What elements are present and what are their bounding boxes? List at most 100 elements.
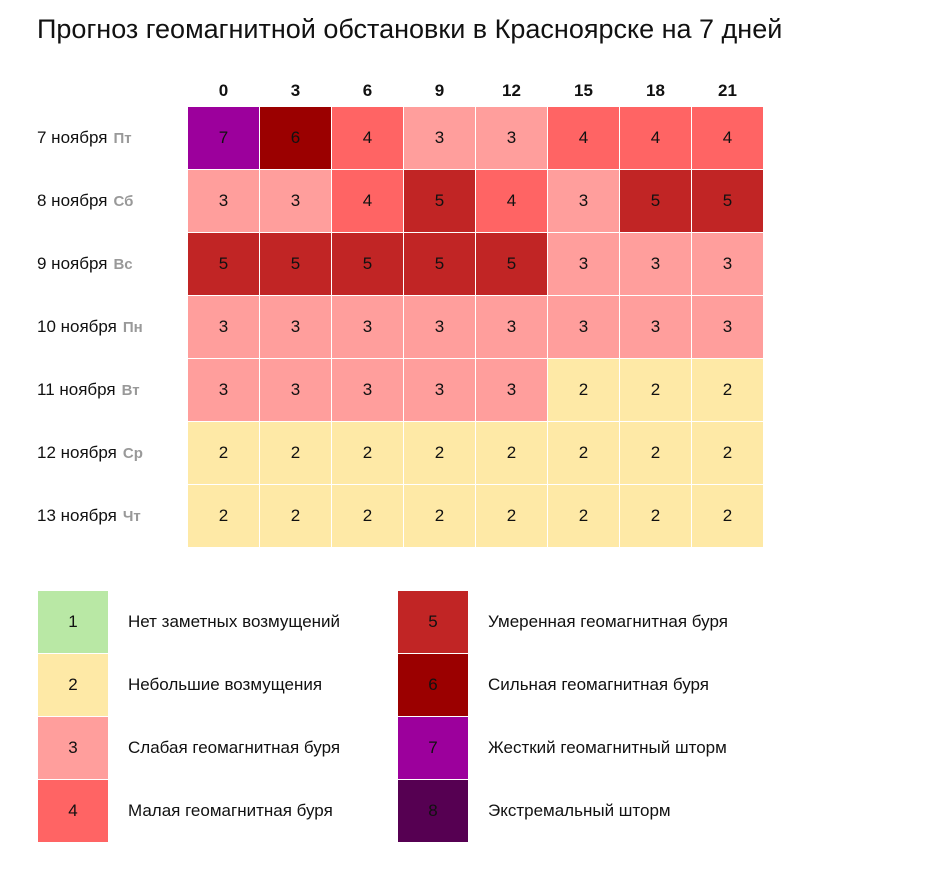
heatmap-cell: 3 [187, 358, 260, 422]
heatmap-row: 13 ноября Чт 2 2 2 2 2 2 2 2 [32, 484, 764, 548]
legend-item: 6 Сильная геомагнитная буря [398, 653, 728, 716]
row-weekday: Чт [122, 508, 141, 525]
heatmap-cell: 5 [403, 169, 476, 233]
heatmap-cell: 3 [475, 295, 548, 359]
heatmap-cell: 4 [547, 106, 620, 170]
legend-right: 5 Умеренная геомагнитная буря 6 Сильная гео… [398, 590, 728, 842]
legend-label: Экстремальный шторм [488, 800, 671, 820]
heatmap-row: 10 ноября Пн 3 3 3 3 3 3 3 3 [32, 295, 764, 359]
legend-label: Небольшие возмущения [128, 674, 323, 694]
legend-label: Слабая геомагнитная буря [128, 737, 341, 757]
row-weekday: Сб [113, 193, 134, 210]
row-date: 11 ноября [37, 380, 116, 399]
heatmap-cell: 2 [259, 484, 332, 548]
legend-item: 3 Слабая геомагнитная буря [38, 716, 340, 779]
row-date: 8 ноября [37, 191, 108, 210]
heatmap: 0 3 6 9 12 15 18 21 7 ноября Пт 7 6 4 3 3 4 4 4 8 ноября Сб… [32, 76, 764, 548]
heatmap-cell: 2 [403, 421, 476, 485]
heatmap-cell: 2 [547, 421, 620, 485]
heatmap-row: 8 ноября Сб 3 3 4 5 4 3 5 5 [32, 169, 764, 233]
heatmap-cell: 2 [475, 484, 548, 548]
corner [32, 76, 188, 107]
heatmap-cell: 2 [547, 358, 620, 422]
legend-swatch: 3 [38, 716, 108, 779]
row-weekday: Ср [122, 445, 143, 462]
legend-left: 1 Нет заметных возмущений 2 Небольшие возму… [38, 590, 340, 842]
column-header-hour: 12 [502, 81, 521, 100]
heatmap-cell: 2 [331, 484, 404, 548]
heatmap-cell: 4 [475, 169, 548, 233]
heatmap-cell: 4 [331, 106, 404, 170]
legend-swatch: 6 [398, 653, 468, 716]
heatmap-cell: 3 [331, 295, 404, 359]
row-label: 9 ноября Вс [32, 233, 188, 296]
legend-swatch: 5 [398, 590, 468, 653]
heatmap-cell: 3 [619, 232, 692, 296]
legend-swatch: 8 [398, 779, 468, 842]
heatmap-cell: 5 [619, 169, 692, 233]
legend-label: Умеренная геомагнитная буря [488, 611, 728, 631]
column-header-hour: 9 [434, 81, 445, 100]
legend-item: 7 Жесткий геомагнитный шторм [398, 716, 728, 779]
row-weekday: Пт [113, 130, 132, 147]
heatmap-cell: 5 [403, 232, 476, 296]
heatmap-cell: 4 [331, 169, 404, 233]
heatmap-cell: 3 [259, 295, 332, 359]
heatmap-cell: 2 [619, 484, 692, 548]
heatmap-cell: 2 [187, 421, 260, 485]
heatmap-cell: 4 [691, 106, 764, 170]
heatmap-cell: 2 [619, 421, 692, 485]
row-date: 10 ноября [37, 317, 117, 336]
heatmap-cell: 2 [691, 484, 764, 548]
legend-swatch: 4 [38, 779, 108, 842]
legend-label: Жесткий геомагнитный шторм [488, 737, 727, 757]
heatmap-row: 9 ноября Вс 5 5 5 5 5 3 3 3 [32, 232, 764, 296]
legend-label: Нет заметных возмущений [128, 611, 341, 631]
legend-swatch: 2 [38, 653, 108, 716]
legend-item: 1 Нет заметных возмущений [38, 590, 340, 653]
legend-label: Малая геомагнитная буря [128, 800, 333, 820]
column-header-hour: 18 [646, 81, 665, 100]
row-weekday: Пн [122, 319, 143, 336]
legend-swatch: 1 [38, 590, 108, 653]
heatmap-cell: 5 [259, 232, 332, 296]
heatmap-cell: 2 [475, 421, 548, 485]
heatmap-cell: 5 [475, 232, 548, 296]
row-label: 7 ноября Пт [32, 107, 188, 170]
heatmap-cell: 5 [691, 169, 764, 233]
heatmap-cell: 3 [187, 295, 260, 359]
legend-swatch: 7 [398, 716, 468, 779]
heatmap-cell: 3 [187, 169, 260, 233]
column-header-hour: 21 [718, 81, 737, 100]
heatmap-cell: 4 [619, 106, 692, 170]
heatmap-cell: 3 [475, 106, 548, 170]
heatmap-cell: 2 [331, 421, 404, 485]
row-label: 8 ноября Сб [32, 170, 188, 233]
heatmap-cell: 2 [619, 358, 692, 422]
heatmap-cell: 3 [547, 232, 620, 296]
chart-title: Прогноз геомагнитной обстановки в Красно… [37, 14, 783, 44]
heatmap-cell: 3 [691, 295, 764, 359]
heatmap-cell: 3 [691, 232, 764, 296]
heatmap-row: 12 ноября Ср 2 2 2 2 2 2 2 2 [32, 421, 764, 485]
column-header-hour: 0 [218, 81, 229, 100]
heatmap-cell: 5 [187, 232, 260, 296]
heatmap-cell: 3 [331, 358, 404, 422]
legend-item: 5 Умеренная геомагнитная буря [398, 590, 728, 653]
heatmap-cell: 3 [547, 295, 620, 359]
heatmap-cell: 2 [403, 484, 476, 548]
heatmap-cell: 2 [259, 421, 332, 485]
heatmap-cell: 3 [259, 358, 332, 422]
row-label: 13 ноября Чт [32, 485, 188, 548]
heatmap-cell: 2 [691, 421, 764, 485]
heatmap-cell: 6 [259, 106, 332, 170]
heatmap-cell: 3 [259, 169, 332, 233]
column-header-hour: 15 [574, 81, 593, 100]
heatmap-cell: 3 [547, 169, 620, 233]
heatmap-cell: 2 [547, 484, 620, 548]
legend-label: Сильная геомагнитная буря [488, 674, 709, 694]
row-label: 11 ноября Вт [32, 359, 188, 422]
row-date: 13 ноября [37, 506, 117, 525]
legend-item: 8 Экстремальный шторм [398, 779, 728, 842]
row-label: 12 ноября Ср [32, 422, 188, 485]
